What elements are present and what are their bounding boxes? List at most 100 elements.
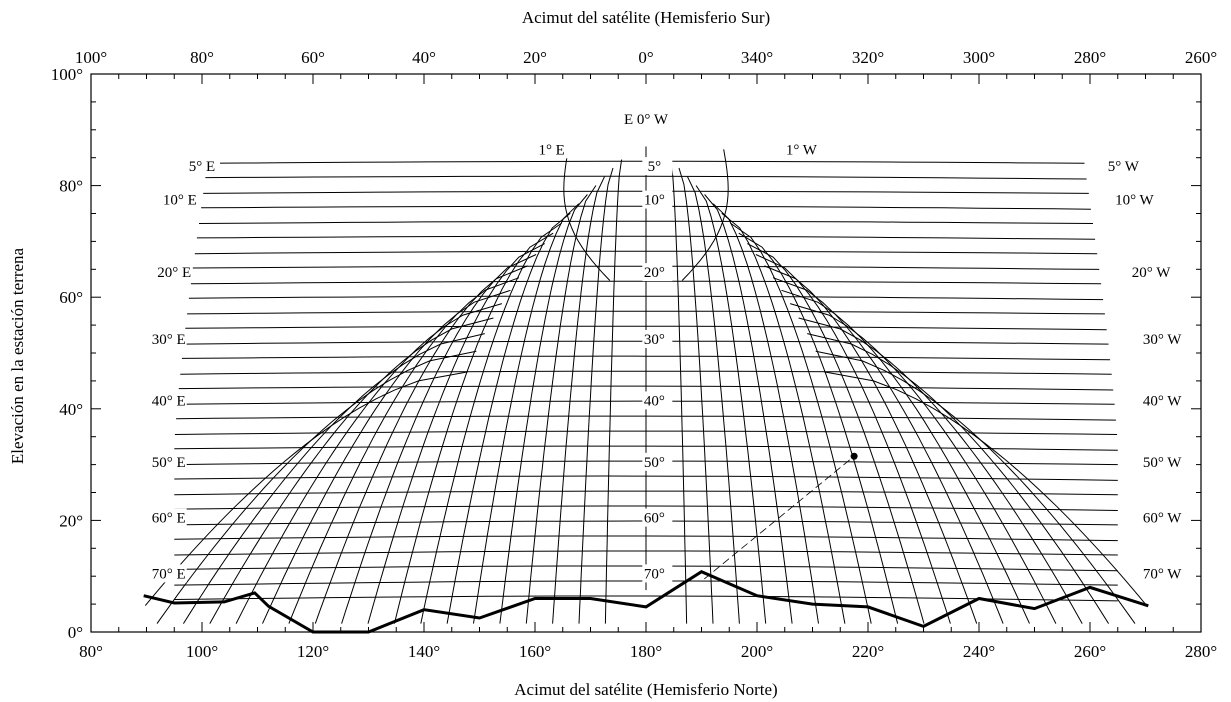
label-background xyxy=(1117,157,1166,176)
label-background xyxy=(1145,263,1194,282)
latitude-curve xyxy=(420,222,563,624)
longitude-label: 40° E xyxy=(152,393,186,409)
label-background xyxy=(1156,508,1205,527)
center-longitude-tick-label: 40° xyxy=(644,393,665,409)
latitude-curve xyxy=(695,185,767,624)
center-longitude-tick-label: 30° xyxy=(644,332,665,348)
latitude-curve xyxy=(678,167,714,624)
label-background xyxy=(642,508,673,527)
longitude-label: 20° W xyxy=(1132,265,1171,281)
latitude-curve xyxy=(578,167,614,624)
longitude-curve xyxy=(205,175,1087,180)
longitude-curve xyxy=(181,355,1111,361)
center-longitude-tick-label: 10° xyxy=(644,193,665,209)
marked-point xyxy=(850,452,858,460)
longitude-curve xyxy=(174,595,1118,602)
label-background xyxy=(138,391,187,410)
latitude-curve xyxy=(144,371,468,606)
x-tick-label-bottom: 80° xyxy=(79,642,103,661)
center-longitude-tick-label: 70° xyxy=(644,566,665,582)
axis-tick-labels: 80° 100° 120° 140° 160° 180° 200° 220° 240° 260° 2… xyxy=(51,48,1217,661)
latitude-curve xyxy=(721,212,846,624)
latitude-curve xyxy=(772,277,1004,624)
latitude-curve xyxy=(824,371,1148,606)
x-tick-label-top: 100° xyxy=(75,48,107,67)
x-tick-label-bottom: 240° xyxy=(963,642,995,661)
longitude-label: 70° E xyxy=(152,566,186,582)
bottom-axis-title: Acimut del satélite (Hemisferio Norte) xyxy=(514,680,777,699)
label-background xyxy=(795,140,844,159)
label-background xyxy=(1156,391,1205,410)
y-axis-title: Elevación en la estación terrena xyxy=(8,247,27,464)
latitude-curve xyxy=(764,265,978,624)
x-tick-label-top: 80° xyxy=(190,48,214,67)
longitude-label: 1° E xyxy=(538,142,564,158)
latitude-curve xyxy=(314,265,528,624)
latitude-curve xyxy=(687,176,740,624)
label-background xyxy=(1156,452,1205,471)
latitude-curve xyxy=(781,289,1030,624)
longitude-curve xyxy=(187,310,1105,315)
longitude-curve xyxy=(185,325,1107,331)
longitude-label: 70° W xyxy=(1143,566,1182,582)
y-tick-label: 40° xyxy=(59,400,83,419)
longitude-curve xyxy=(174,490,1118,496)
x-tick-label-top: 340° xyxy=(741,48,773,67)
y-tick-label: 0° xyxy=(68,623,83,642)
one-degree-curve xyxy=(563,149,611,281)
longitude-label: 30° W xyxy=(1143,332,1182,348)
latitude-curve xyxy=(729,222,872,624)
longitude-curve xyxy=(178,385,1114,391)
latitude-curve xyxy=(755,254,951,624)
y-tick-label: 100° xyxy=(51,65,83,84)
center-longitude-tick-label: 20° xyxy=(644,265,665,281)
label-background xyxy=(149,190,198,209)
y-tick-label: 80° xyxy=(59,177,83,196)
label-background xyxy=(1156,330,1205,349)
x-tick-label-top: 300° xyxy=(963,48,995,67)
latitude-curve xyxy=(473,203,580,624)
longitude-curve xyxy=(180,370,1112,375)
longitude-label: 10° E xyxy=(163,193,197,209)
center-longitude-tick-label: 60° xyxy=(644,511,665,527)
center-longitude-label: E 0° W xyxy=(624,112,669,128)
y-tick-label: 60° xyxy=(59,288,83,307)
label-background xyxy=(642,452,673,471)
latitude-curve xyxy=(446,212,571,624)
longitude-label: 20° E xyxy=(157,265,191,281)
top-axis-title: Acimut del satélite (Hemisferio Sur) xyxy=(522,8,770,27)
longitude-label: 5° E xyxy=(189,159,215,175)
label-background xyxy=(642,263,673,282)
latitude-curve xyxy=(393,232,554,624)
latitude-curve xyxy=(341,254,537,624)
latitude-curve xyxy=(704,194,793,624)
x-tick-label-bottom: 160° xyxy=(519,642,551,661)
x-tick-label-bottom: 280° xyxy=(1185,642,1217,661)
x-tick-label-bottom: 180° xyxy=(630,642,662,661)
longitude-label: 5° W xyxy=(1108,159,1140,175)
label-background xyxy=(521,140,570,159)
longitude-label: 1° W xyxy=(786,142,818,158)
longitude-labels: 1° E 5° E 10° E 20° E 30° E 40° E 50° E 60° E 70… xyxy=(138,140,1205,583)
latitude-curve xyxy=(525,185,597,624)
label-background xyxy=(642,391,673,410)
latitude-curve xyxy=(552,176,605,624)
longitude-label: 40° W xyxy=(1143,393,1182,409)
x-tick-label-bottom: 140° xyxy=(408,642,440,661)
longitude-curve xyxy=(196,235,1096,240)
label-background xyxy=(144,263,193,282)
x-tick-label-bottom: 260° xyxy=(1074,642,1106,661)
latitude-curve xyxy=(669,159,688,624)
longitude-label: 50° W xyxy=(1143,455,1182,471)
x-tick-label-top: 280° xyxy=(1074,48,1106,67)
longitude-curve xyxy=(188,295,1104,301)
latitude-curve xyxy=(798,317,1083,624)
label-background xyxy=(1156,564,1205,583)
plot-area: 1° E 5° E 10° E 20° E 30° E 40° E 50° E 60° E 70… xyxy=(138,140,1205,634)
latitude-curve xyxy=(807,333,1110,624)
label-background xyxy=(138,330,187,349)
longitude-curve xyxy=(174,430,1118,435)
longitude-curve xyxy=(194,250,1098,255)
latitude-curve xyxy=(499,194,588,624)
x-tick-label-top: 20° xyxy=(523,48,547,67)
